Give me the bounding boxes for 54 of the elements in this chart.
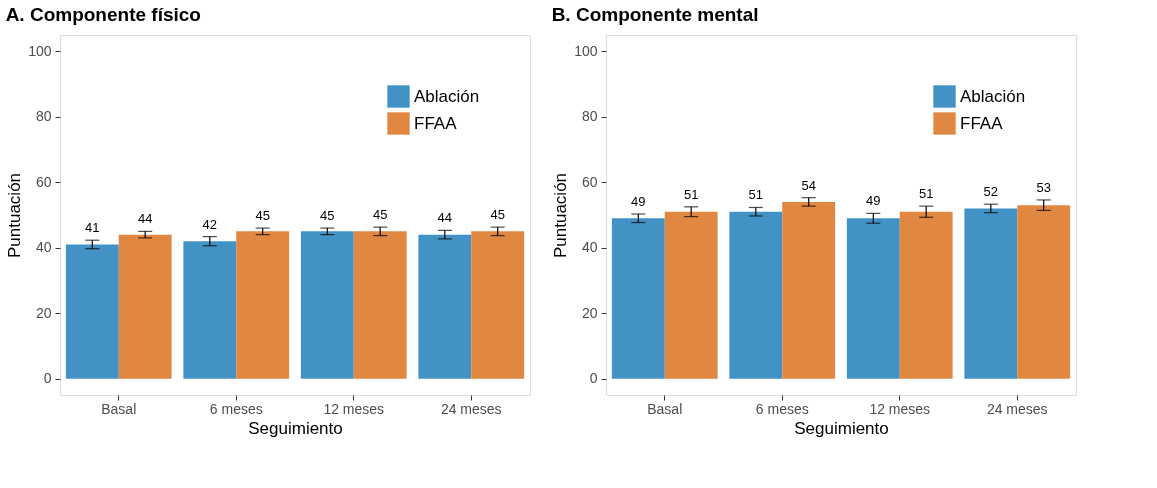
data-label: 44: [437, 210, 453, 226]
x-tick-label: 24 meses: [440, 400, 502, 417]
x-tick-label: 6 meses: [755, 400, 809, 417]
y-tick-label: 80: [35, 108, 52, 125]
y-axis-title: Puntuación: [551, 172, 571, 259]
x-tick-label: 6 meses: [209, 400, 263, 417]
chart-title: A. Componente físico: [5, 4, 201, 25]
data-label: 45: [372, 207, 388, 223]
data-label: 52: [983, 184, 999, 200]
data-label: 44: [137, 211, 153, 227]
y-tick-label: 60: [581, 173, 598, 190]
bar: [471, 231, 525, 379]
data-label: 49: [866, 193, 881, 209]
x-tick-label: Basal: [647, 400, 683, 417]
y-tick-label: 0: [43, 370, 52, 387]
bar: [118, 234, 172, 379]
bar: [353, 231, 407, 379]
x-tick-label: 12 meses: [323, 400, 385, 417]
data-label: 51: [683, 186, 699, 202]
data-label: 45: [490, 207, 505, 223]
legend-label: Ablación: [960, 86, 1026, 106]
legend-label: Ablación: [414, 86, 480, 106]
legend-label: FFAA: [414, 113, 458, 133]
bar: [418, 234, 472, 379]
y-tick-label: 20: [581, 304, 598, 321]
legend-label: FFAA: [960, 113, 1004, 133]
bar: [183, 241, 237, 379]
data-label: 53: [1036, 179, 1051, 195]
y-tick-label: 20: [35, 304, 52, 321]
bar: [300, 231, 354, 379]
data-label: 49: [631, 194, 646, 210]
data-label: 42: [202, 216, 218, 232]
data-label: 51: [918, 186, 934, 202]
y-tick-label: 80: [581, 108, 598, 125]
bar: [65, 244, 119, 379]
x-axis-title: Seguimiento: [248, 418, 343, 438]
y-tick-label: 0: [589, 370, 598, 387]
x-tick-label: Basal: [101, 400, 137, 417]
y-tick-label: 60: [35, 173, 52, 190]
x-axis-title: Seguimiento: [794, 418, 889, 438]
chart-title: B. Componente mental: [551, 4, 759, 25]
data-label: 45: [320, 208, 335, 224]
y-tick-label: 40: [581, 239, 598, 256]
x-tick-label: 24 meses: [986, 400, 1048, 417]
data-label: 51: [748, 187, 764, 203]
bar: [236, 231, 290, 379]
data-label: 54: [801, 177, 816, 193]
y-axis-title: Puntuación: [5, 172, 25, 259]
y-tick-label: 40: [35, 239, 52, 256]
y-tick-label: 100: [28, 42, 52, 59]
x-tick-label: 12 meses: [869, 400, 931, 417]
data-label: 45: [255, 208, 270, 224]
data-label: 41: [85, 220, 100, 236]
y-tick-label: 100: [574, 42, 598, 59]
